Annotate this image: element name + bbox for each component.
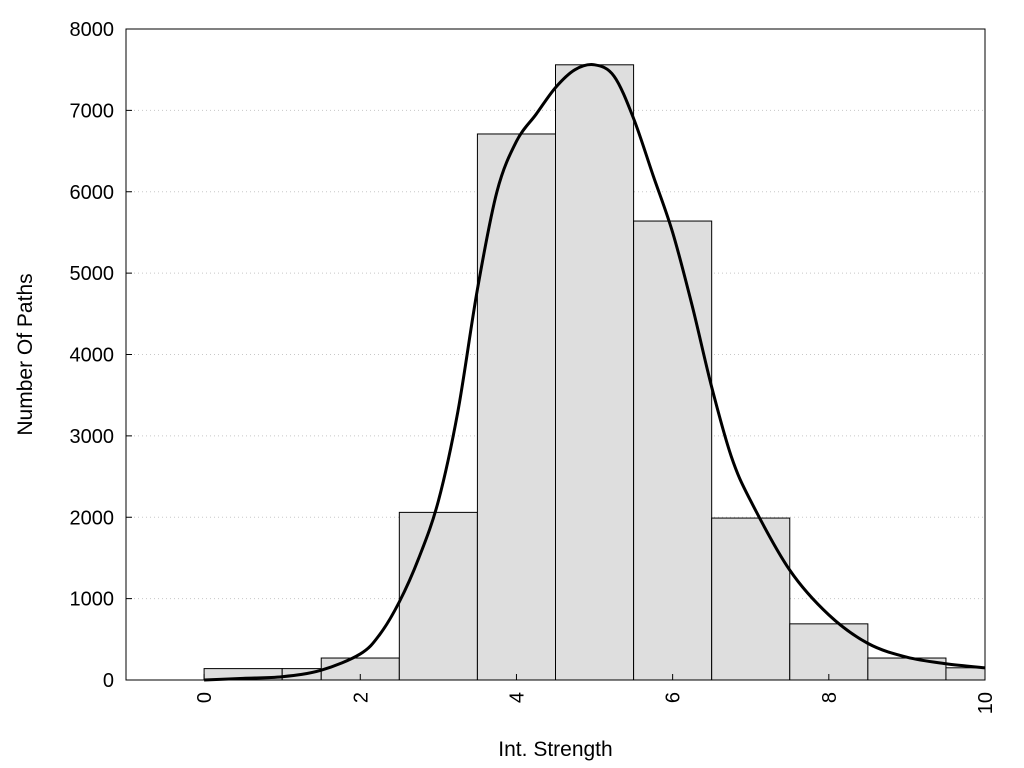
x-tick-label: 2	[350, 692, 372, 703]
y-tick-label: 6000	[70, 182, 115, 204]
histogram-bar	[633, 220, 713, 681]
y-tick-label: 1000	[70, 589, 115, 611]
histogram-bar	[476, 133, 556, 681]
density-curve	[204, 63, 986, 682]
x-tick-label: 0	[194, 692, 216, 703]
x-tick-label: 8	[819, 692, 841, 703]
x-tick-label: 4	[506, 692, 528, 703]
y-tick-label: 8000	[70, 19, 115, 41]
x-axis-title: Int. Strength	[498, 738, 612, 761]
histogram-bar	[945, 667, 986, 681]
y-tick-label: 7000	[70, 100, 115, 122]
x-tick-label: 10	[975, 692, 997, 714]
histogram-bar	[555, 64, 635, 681]
density-curve-line	[204, 63, 986, 682]
y-tick-label: 5000	[70, 263, 115, 285]
y-tick-label: 3000	[70, 426, 115, 448]
histogram-bar	[398, 511, 478, 681]
x-axis-ticks: 0 2 4 6 8 10	[194, 674, 997, 714]
y-tick-label: 2000	[70, 507, 115, 529]
x-tick-label: 6	[663, 692, 685, 703]
y-tick-label: 0	[103, 670, 114, 692]
y-axis-ticks: 0 1000 2000 3000 4000 5000 6000 7000 8000	[70, 19, 132, 692]
histogram-bar	[789, 623, 869, 681]
y-axis-title: Number Of Paths	[14, 273, 37, 435]
histogram-bars	[203, 64, 986, 681]
histogram-bar	[711, 517, 791, 681]
y-tick-label: 4000	[70, 345, 115, 367]
